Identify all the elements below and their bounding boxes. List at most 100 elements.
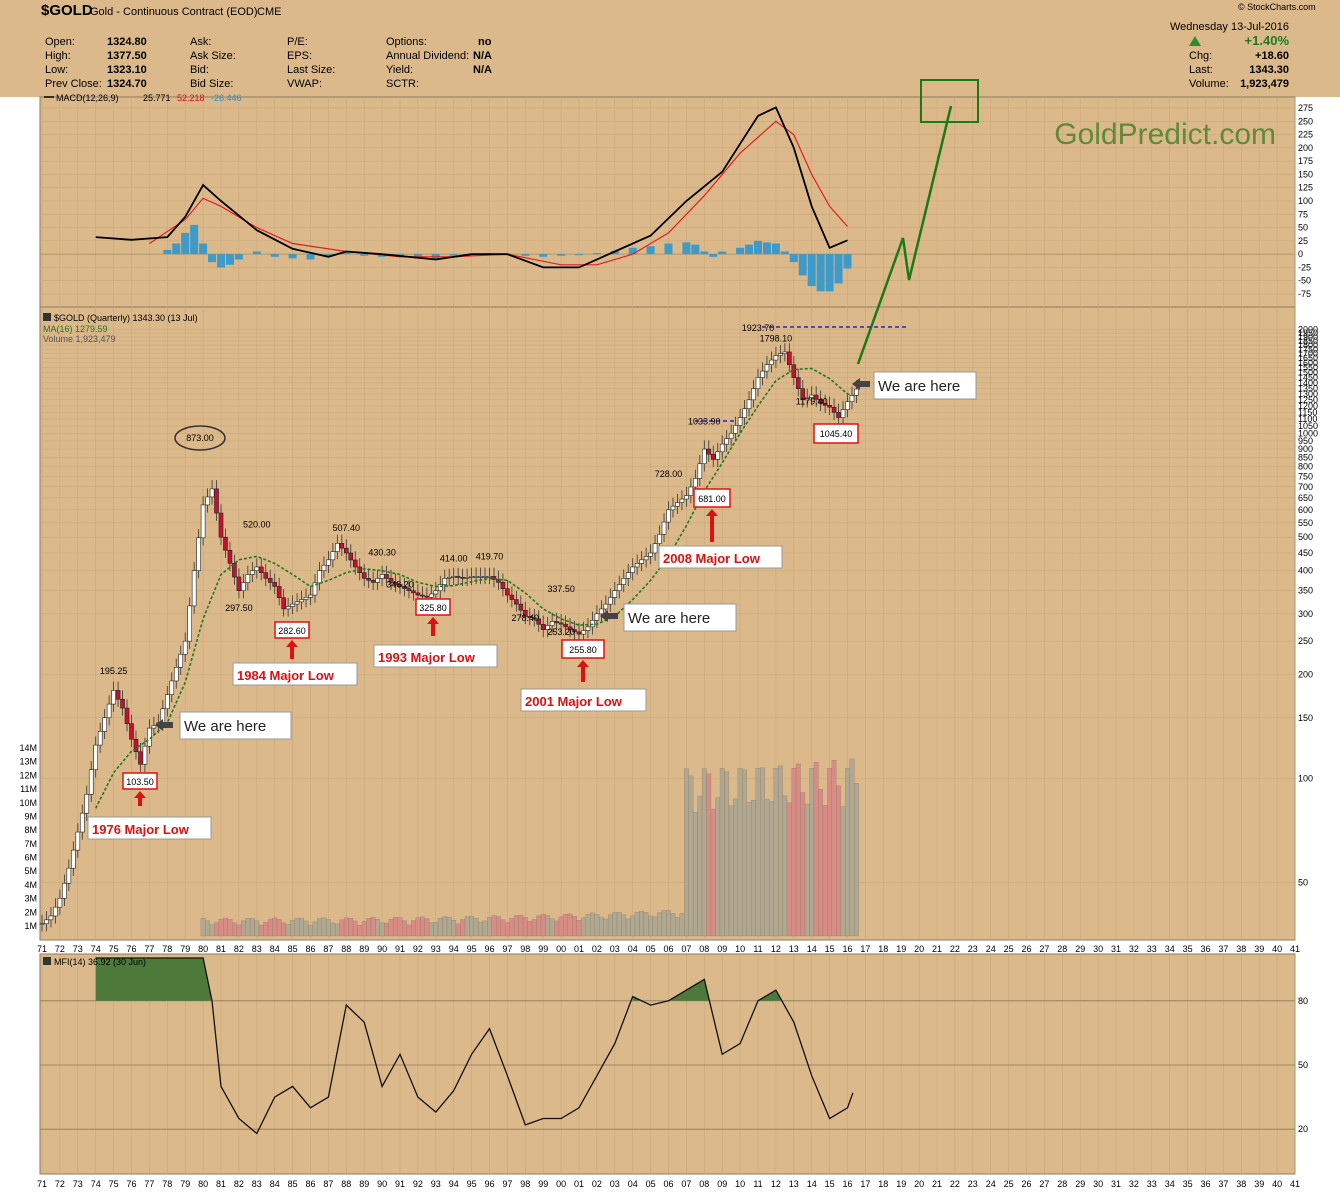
- x-tick-label: 28: [1057, 944, 1067, 954]
- candle-body: [840, 409, 846, 418]
- candle-body: [679, 498, 685, 503]
- peak-circle: [174, 425, 226, 451]
- candle-body: [567, 626, 573, 630]
- macd-histogram-bar: [252, 251, 261, 255]
- volume-bar: [845, 768, 850, 937]
- volume-bar: [308, 925, 313, 937]
- low-label: 1993 Major Low: [378, 650, 476, 665]
- x-tick-label: 08: [699, 1179, 709, 1189]
- candle-body: [241, 582, 246, 591]
- x-tick-label: 72: [55, 1179, 65, 1189]
- mfi-line: [95, 957, 854, 1135]
- volume-bar: [455, 923, 461, 937]
- x-tick-label: 40: [1272, 944, 1282, 954]
- volume-bar: [469, 915, 474, 937]
- candle-body: [764, 364, 770, 372]
- high-value: 1377.50: [107, 50, 147, 62]
- candle-body: [263, 572, 269, 579]
- volume-bar: [607, 914, 613, 937]
- callout-box: [873, 371, 977, 400]
- candle-body: [549, 621, 555, 626]
- low-label-box: [520, 688, 647, 712]
- candle-body: [800, 388, 806, 401]
- volume-bar: [428, 922, 434, 937]
- macd-legend-name: MACD(12,26,9): [56, 93, 119, 103]
- pe-label: P/E:: [287, 36, 308, 48]
- macd-histogram-bar: [736, 247, 745, 255]
- volume-bar: [370, 917, 376, 937]
- volume-bar: [679, 913, 685, 937]
- price-label: 253.20: [547, 627, 575, 637]
- up-arrow-icon: [1189, 36, 1201, 46]
- low-2001: 255.80 2001 Major Low: [520, 639, 647, 712]
- price-y-tick: 650: [1298, 493, 1313, 503]
- candle-body: [742, 408, 747, 418]
- mfi-y-tick: 20: [1298, 1124, 1308, 1134]
- candle-body: [321, 564, 327, 571]
- volume-bar: [294, 917, 300, 937]
- volume-bar: [639, 910, 645, 937]
- x-tick-label: 17: [860, 944, 870, 954]
- macd-histogram-bar: [709, 254, 718, 257]
- x-tick-label: 95: [467, 1179, 477, 1189]
- low-value-box: [274, 621, 310, 639]
- candle-body: [111, 690, 116, 705]
- volume-bar: [630, 915, 636, 937]
- volume-y-tick: 11M: [20, 784, 37, 794]
- x-tick-label: 23: [968, 944, 978, 954]
- x-tick-label: 11: [753, 944, 762, 954]
- volume-bar: [755, 767, 761, 937]
- volume-bar: [352, 920, 358, 937]
- x-tick-label: 03: [610, 1179, 620, 1189]
- candle-body: [460, 577, 465, 579]
- candle-body: [191, 570, 197, 607]
- volume-bar: [567, 913, 573, 937]
- price-y-tick: 700: [1298, 482, 1313, 492]
- volume-bar: [245, 918, 251, 937]
- x-tick-label: 18: [878, 1179, 888, 1189]
- price-label: 520.00: [243, 519, 271, 529]
- volume-bar: [379, 922, 385, 937]
- up-arrow-icon: [286, 640, 298, 659]
- candle-body: [93, 744, 98, 771]
- x-tick-label: 04: [628, 944, 638, 954]
- candle-body: [778, 353, 783, 356]
- candle-body: [312, 582, 318, 596]
- price-y-tick: 200: [1298, 670, 1313, 680]
- volume-bar: [433, 921, 439, 937]
- macd-y-tick: -50: [1298, 276, 1311, 286]
- x-tick-label: 77: [144, 1179, 154, 1189]
- sctr-label: SCTR:: [386, 78, 419, 90]
- x-tick-label: 18: [878, 944, 888, 954]
- volume-y-tick: 14M: [19, 743, 37, 753]
- x-tick-label: 24: [986, 944, 996, 954]
- candle-body: [514, 599, 519, 605]
- x-tick-label: 37: [1218, 944, 1228, 954]
- candle-body: [317, 570, 322, 584]
- macd-histogram-bar: [172, 243, 181, 255]
- volume-bar: [760, 767, 765, 937]
- volume-y-tick: 6M: [24, 853, 37, 863]
- candle-body: [616, 584, 622, 591]
- volume-bar: [442, 916, 448, 937]
- candle-body: [612, 590, 618, 598]
- volume-bar: [326, 919, 331, 937]
- macd-y-tick: 250: [1298, 116, 1313, 126]
- mfi-y-tick: 80: [1298, 996, 1308, 1006]
- up-arrow-icon: [577, 660, 589, 682]
- macd-histogram-bar: [208, 254, 217, 263]
- volume-bar: [554, 920, 559, 937]
- candle-body: [397, 584, 403, 587]
- volume-bar: [464, 916, 470, 937]
- candle-body: [581, 630, 586, 635]
- candle-body: [272, 582, 278, 587]
- volume-bar: [451, 920, 457, 937]
- volume-bar: [531, 919, 537, 937]
- macd-histogram-bar: [413, 254, 422, 257]
- macd-histogram-bar: [798, 254, 807, 276]
- low-value: 1323.10: [107, 64, 147, 76]
- vol-label: Volume:: [1189, 78, 1229, 90]
- volume-bar: [388, 919, 394, 937]
- low-1984: 282.60 1984 Major Low: [232, 621, 358, 686]
- low-value: 681.00: [698, 494, 726, 504]
